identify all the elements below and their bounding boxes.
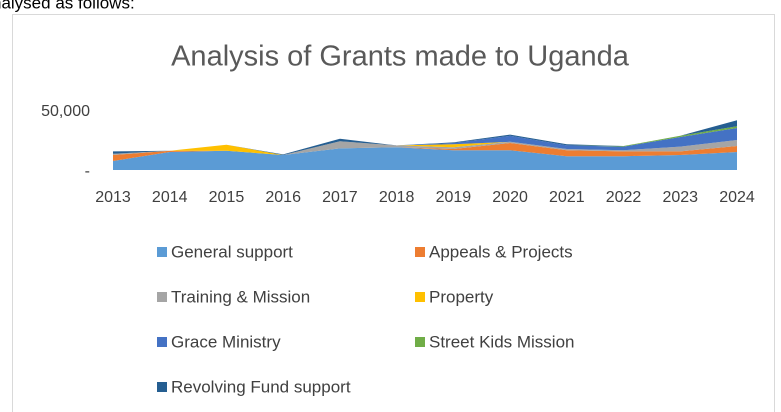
y-tick-label: 50,000 <box>41 103 90 120</box>
legend-swatch <box>157 382 167 392</box>
chart-title: Analysis of Grants made to Uganda <box>171 41 630 73</box>
legend-label: Revolving Fund support <box>171 377 351 396</box>
legend-swatch <box>157 247 167 257</box>
legend-label: General support <box>171 242 293 261</box>
legend-label: Property <box>429 287 494 306</box>
x-tick-label: 2014 <box>152 189 188 206</box>
x-tick-label: 2019 <box>436 189 472 206</box>
x-tick-label: 2020 <box>492 189 528 206</box>
legend-label: Appeals & Projects <box>429 242 573 261</box>
chart-frame <box>12 14 775 412</box>
area <box>113 140 737 155</box>
area <box>113 128 737 155</box>
y-tick-label: - <box>85 163 90 180</box>
legend-swatch <box>415 247 425 257</box>
area <box>113 143 737 161</box>
x-tick-label: 2018 <box>379 189 415 206</box>
x-tick-label: 2015 <box>209 189 245 206</box>
legend-swatch <box>415 292 425 302</box>
legend-label: Grace Ministry <box>171 332 281 351</box>
area <box>113 140 737 155</box>
x-tick-label: 2013 <box>95 189 131 206</box>
x-tick-label: 2023 <box>662 189 698 206</box>
x-tick-label: 2024 <box>719 189 755 206</box>
legend-swatch <box>157 337 167 347</box>
legend-label: Street Kids Mission <box>429 332 575 351</box>
x-tick-label: 2021 <box>549 189 585 206</box>
x-tick-label: 2017 <box>322 189 358 206</box>
caption: nalysed as follows: <box>0 0 135 12</box>
legend-swatch <box>415 337 425 347</box>
area <box>113 147 737 170</box>
legend-swatch <box>157 292 167 302</box>
x-tick-label: 2016 <box>265 189 301 206</box>
x-tick-label: 2022 <box>606 189 642 206</box>
legend-label: Training & Mission <box>171 287 310 306</box>
